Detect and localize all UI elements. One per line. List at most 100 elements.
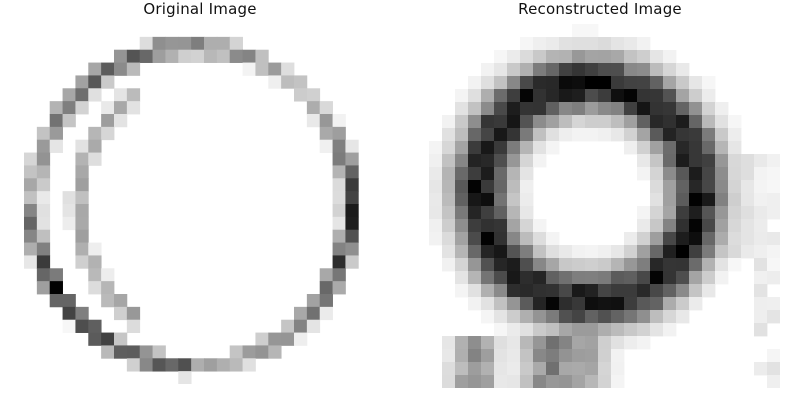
reconstructed-pixel	[767, 154, 780, 168]
original-pixel	[345, 152, 359, 166]
original-pixel	[216, 358, 231, 372]
reconstructed-pixel	[520, 206, 534, 220]
original-pixel	[332, 152, 346, 166]
reconstructed-pixel	[468, 193, 482, 207]
reconstructed-pixel	[559, 284, 573, 298]
reconstructed-pixel	[767, 180, 780, 194]
reconstructed-pixel	[533, 284, 547, 298]
reconstructed-pixel	[650, 50, 664, 64]
original-pixel	[62, 101, 76, 115]
reconstructed-pixel	[624, 89, 638, 103]
reconstructed-pixel	[676, 102, 690, 116]
reconstructed-pixel	[624, 102, 638, 116]
reconstructed-pixel	[689, 258, 703, 272]
reconstructed-pixel	[481, 167, 495, 181]
reconstructed-pixel	[767, 245, 780, 259]
reconstructed-pixel	[598, 89, 612, 103]
original-pixel	[319, 101, 333, 115]
reconstructed-pixel	[494, 206, 508, 220]
reconstructed-pixel	[481, 128, 495, 142]
reconstructed-pixel	[533, 271, 547, 285]
reconstructed-pixel	[689, 193, 703, 207]
original-pixel	[216, 36, 231, 51]
reconstructed-pixel	[663, 193, 677, 207]
original-pixel	[139, 49, 153, 63]
reconstructed-pixel	[559, 89, 573, 103]
reconstructed-pixel	[507, 63, 521, 77]
reconstructed-pixel	[507, 375, 521, 388]
reconstructed-pixel	[455, 232, 469, 246]
reconstructed-pixel	[598, 258, 612, 272]
reconstructed-pixel	[676, 63, 690, 77]
original-pixel	[49, 139, 63, 153]
reconstructed-pixel	[546, 89, 560, 103]
original-pixel	[24, 165, 38, 179]
reconstructed-pixel	[481, 232, 495, 246]
reconstructed-pixel	[468, 141, 482, 155]
reconstructed-pixel	[637, 128, 651, 142]
reconstructed-pixel	[546, 271, 560, 285]
reconstructed-pixel	[481, 76, 495, 90]
original-pixel	[345, 191, 359, 205]
reconstructed-pixel	[494, 128, 508, 142]
reconstructed-pixel	[442, 115, 456, 129]
reconstructed-pixel	[624, 128, 638, 142]
reconstructed-pixel	[754, 245, 768, 259]
reconstructed-pixel	[507, 167, 521, 181]
original-pixel	[332, 191, 346, 205]
reconstructed-pixel	[468, 102, 482, 116]
reconstructed-pixel	[663, 206, 677, 220]
original-pixel	[204, 36, 218, 51]
reconstructed-pixel	[624, 336, 638, 350]
reconstructed-pixel	[689, 219, 703, 233]
reconstructed-pixel	[585, 297, 599, 311]
original-pixel	[306, 88, 321, 102]
reconstructed-pixel	[637, 37, 651, 51]
reconstructed-pixel	[598, 284, 612, 298]
reconstructed-pixel	[650, 102, 664, 116]
reconstructed-pixel	[754, 271, 768, 285]
reconstructed-pixel	[468, 297, 482, 311]
original-pixel	[139, 358, 153, 372]
reconstructed-pixel	[624, 297, 638, 311]
reconstructed-pixel	[481, 206, 495, 220]
reconstructed-pixel	[468, 206, 482, 220]
reconstructed-pixel	[663, 167, 677, 181]
reconstructed-pixel	[494, 180, 508, 194]
original-pixel	[268, 75, 282, 89]
reconstructed-pixel	[754, 258, 768, 272]
reconstructed-pixel	[455, 349, 469, 363]
original-pixel	[191, 36, 205, 51]
reconstructed-pixel	[585, 258, 599, 272]
reconstructed-pixel	[676, 297, 690, 311]
original-pixel	[75, 152, 89, 166]
reconstructed-pixel	[676, 115, 690, 129]
reconstructed-pixel	[520, 232, 534, 246]
reconstructed-pixel	[481, 141, 495, 155]
reconstructed-pixel	[442, 219, 456, 233]
reconstructed-pixel	[533, 219, 547, 233]
reconstructed-pixel	[767, 206, 780, 220]
reconstructed-pixel	[624, 323, 638, 337]
original-pixel	[229, 36, 243, 51]
original-pixel	[88, 268, 102, 282]
reconstructed-pixel	[637, 284, 651, 298]
original-pixel	[126, 358, 141, 372]
reconstructed-pixel	[559, 271, 573, 285]
reconstructed-pixel	[663, 310, 677, 324]
reconstructed-pixel	[546, 349, 560, 363]
reconstructed-pixel	[767, 362, 780, 376]
reconstructed-pixel	[429, 167, 443, 181]
original-pixel	[268, 332, 282, 346]
original-pixel	[345, 255, 359, 269]
reconstructed-pixel	[468, 284, 482, 298]
reconstructed-pixel	[455, 115, 469, 129]
reconstructed-pixel	[598, 115, 612, 129]
reconstructed-pixel	[468, 271, 482, 285]
original-pixel	[294, 306, 308, 321]
reconstructed-pixel	[442, 375, 456, 388]
original-pixel	[114, 88, 128, 102]
original-pixel	[75, 216, 89, 231]
original-pixel	[36, 229, 51, 243]
reconstructed-pixel	[689, 154, 703, 168]
